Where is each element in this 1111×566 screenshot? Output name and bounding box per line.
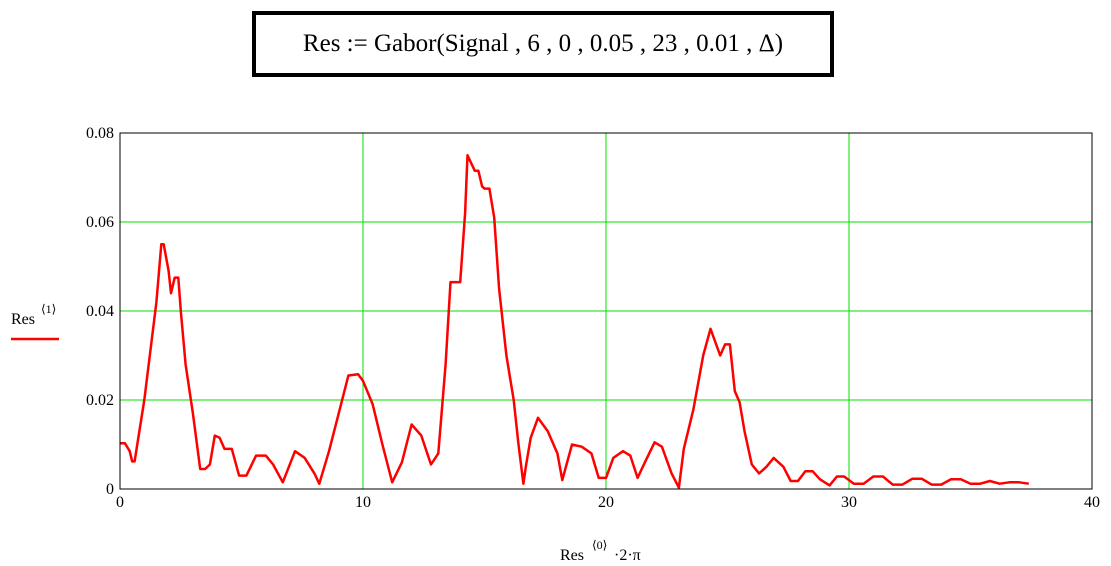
x-tick-label: 40 bbox=[1084, 494, 1100, 511]
plot-frame bbox=[119, 132, 1093, 490]
y-tick-label: 0.08 bbox=[86, 125, 114, 142]
series-line bbox=[120, 154, 1029, 489]
y-axis-label-sup: ⟨1⟩ bbox=[41, 302, 56, 316]
y-tick-label: 0.04 bbox=[86, 303, 114, 320]
tick-labels: 0 10 20 30 40 0 0.02 0.04 0.06 0.08 bbox=[86, 125, 1100, 511]
grid-lines bbox=[120, 133, 1092, 489]
y-tick-label: 0.06 bbox=[86, 214, 114, 231]
x-axis-label-suffix: ·2·π bbox=[614, 547, 641, 564]
y-tick-label: 0 bbox=[106, 481, 114, 498]
x-axis-label-base: Res bbox=[560, 547, 584, 564]
formula-text: Res := Gabor(Signal , 6 , 0 , 0.05 , 23 … bbox=[302, 30, 784, 57]
x-tick-label: 30 bbox=[841, 494, 857, 511]
x-axis-label-sup: ⟨0⟩ bbox=[592, 538, 607, 552]
y-axis-label-base: Res bbox=[11, 311, 35, 328]
x-tick-label: 20 bbox=[598, 494, 614, 511]
x-tick-label: 0 bbox=[116, 494, 124, 511]
y-tick-label: 0.02 bbox=[86, 392, 114, 409]
x-tick-label: 10 bbox=[355, 494, 371, 511]
formula-box: Res := Gabor(Signal , 6 , 0 , 0.05 , 23 … bbox=[252, 11, 834, 77]
series-layer bbox=[120, 154, 1029, 489]
axis-labels: Res ⟨0⟩ ·2·π Res ⟨1⟩ bbox=[11, 302, 641, 564]
